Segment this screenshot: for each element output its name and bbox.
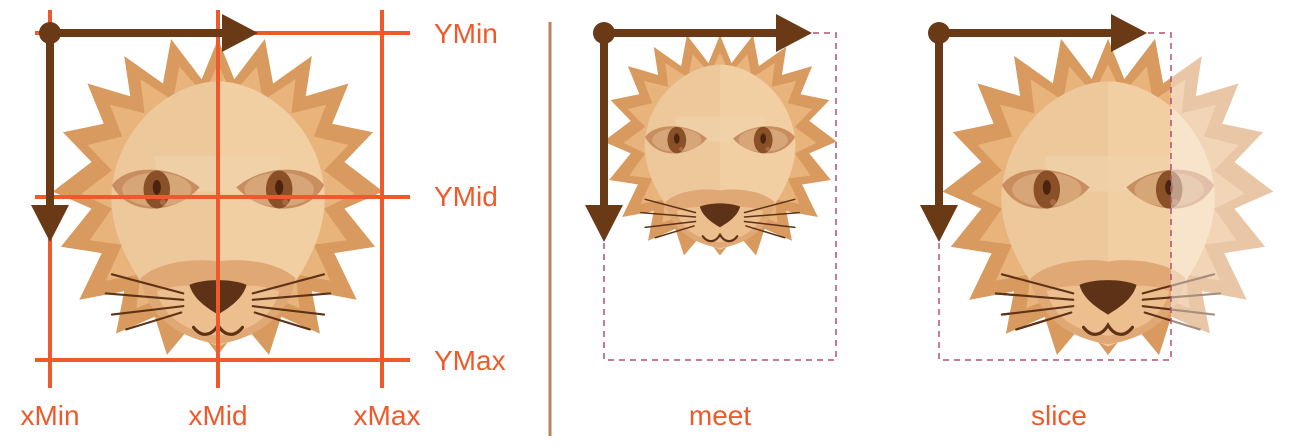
label-xmin: xMin <box>20 400 79 431</box>
label-xmid: xMid <box>188 400 247 431</box>
origin-arrow-icon <box>31 14 258 242</box>
label-ymax: YMax <box>434 345 506 376</box>
caption-slice: slice <box>1031 400 1087 431</box>
slice-panel: slice <box>920 14 1275 431</box>
origin-arrow-icon <box>920 14 1147 242</box>
origin-arrow-icon <box>585 14 812 242</box>
caption-meet: meet <box>689 400 751 431</box>
label-ymid: YMid <box>434 181 498 212</box>
label-ymin: YMin <box>434 18 498 49</box>
meet-panel: meet <box>585 14 838 431</box>
label-xmax: xMax <box>354 400 421 431</box>
lion-face-icon <box>602 33 838 257</box>
